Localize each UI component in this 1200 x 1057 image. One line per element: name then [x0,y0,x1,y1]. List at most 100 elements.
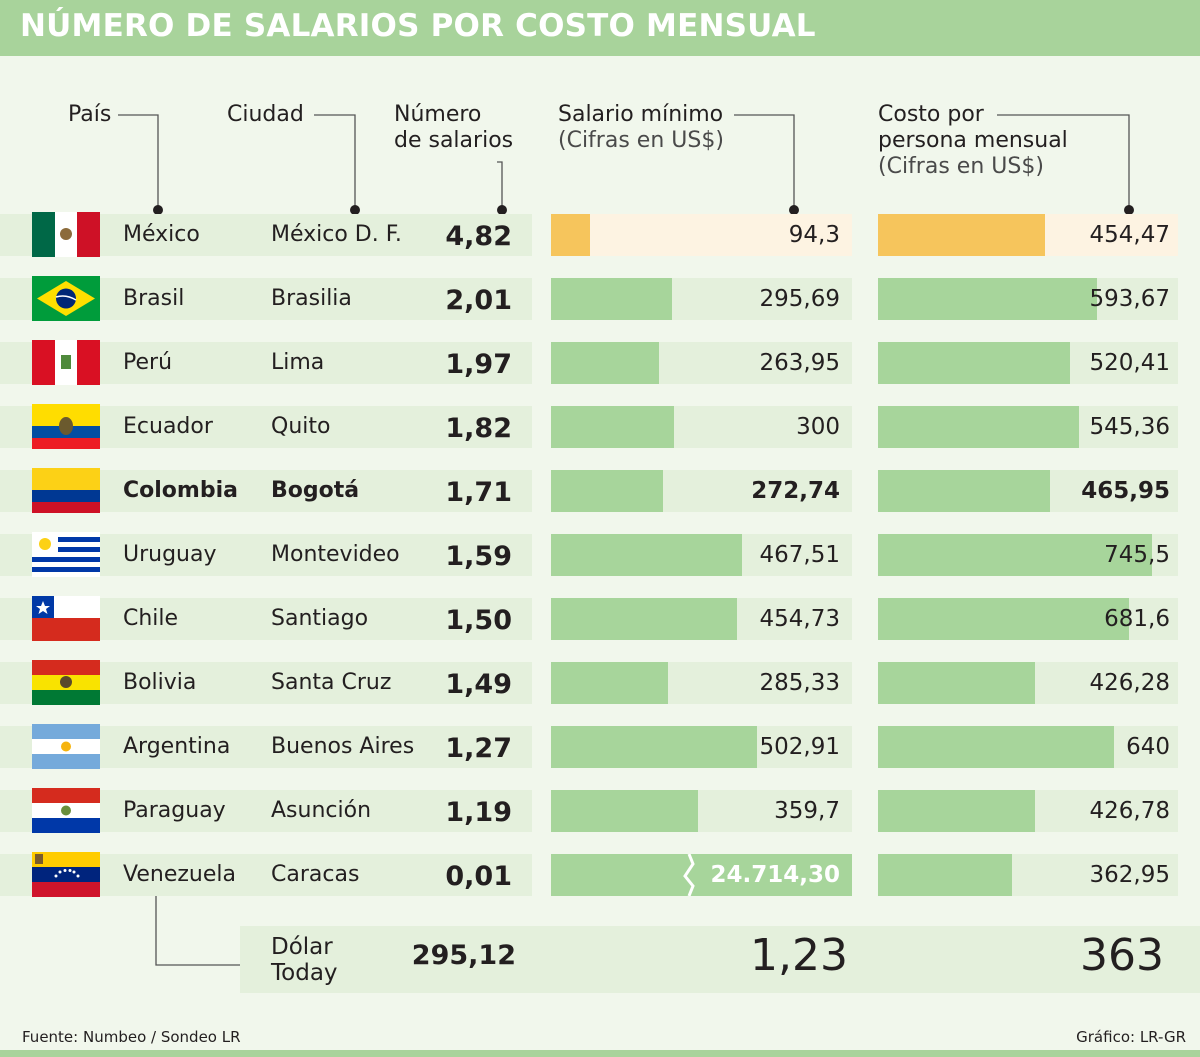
dollar-today-label: Dólar Today [271,934,338,986]
city-label: Santiago [271,606,369,631]
header-salario-line2: (Cifras en US$) [558,128,724,153]
salario-bar [551,342,660,384]
costo-bar [878,406,1079,448]
costo-bar [878,726,1114,768]
salario-bar [551,790,699,832]
numero-salarios-value: 0,01 [445,861,512,892]
leader-dot-ciudad [350,205,360,215]
dollar-today-line1: Dólar [271,934,333,960]
header-numero-line2: de salarios [394,128,514,153]
dollar-today-line2: Today [271,960,338,986]
dollar-today-value3: 363 [1080,930,1164,981]
costo-value: 545,36 [1089,414,1170,440]
salario-value: 454,73 [759,606,840,632]
header-ciudad: Ciudad [227,102,304,127]
numero-salarios-value: 4,82 [445,221,512,252]
title-bar: NÚMERO DE SALARIOS POR COSTO MENSUAL [0,0,1200,56]
costo-bar [878,598,1129,640]
salario-value: 359,7 [774,798,840,824]
header-costo-line2: persona mensual [878,128,1068,153]
header-costo-line3: (Cifras en US$) [878,154,1044,179]
country-label: Bolivia [123,670,197,695]
numero-salarios-value: 1,19 [445,797,512,828]
costo-value: 681,6 [1104,606,1170,632]
dollar-today-value2: 1,23 [750,930,848,981]
salario-value: 285,33 [759,670,840,696]
country-label: México [123,222,200,247]
city-label: Bogotá [271,478,360,503]
country-label: Paraguay [123,798,226,823]
dollar-today-value1: 295,12 [411,940,516,971]
numero-salarios-value: 1,71 [445,477,512,508]
numero-salarios-value: 1,97 [445,349,512,380]
city-label: Lima [271,350,325,375]
country-label: Chile [123,606,179,631]
salario-value: 502,91 [759,734,840,760]
salario-bar-bg [551,214,852,256]
numero-salarios-value: 2,01 [445,285,512,316]
footer-source: Fuente: Numbeo / Sondeo LR [22,1028,241,1046]
salario-bar [551,726,757,768]
header-costo-line1: Costo por [878,102,984,127]
country-label: Uruguay [123,542,217,567]
salario-bar [551,534,743,576]
flag-ecuador-icon [32,404,100,449]
header-salario-line1: Salario mínimo [558,102,724,127]
city-label: Montevideo [271,542,400,567]
numero-salarios-value: 1,50 [445,605,512,636]
salario-value: 263,95 [759,350,840,376]
costo-bar [878,470,1050,512]
salario-bar [551,470,663,512]
flag-paraguay-icon [32,788,100,833]
flag-uruguay-icon [32,532,100,577]
flag-argentina-icon [32,724,100,769]
leader-dot-costo [1124,205,1134,215]
flag-chile-icon [32,596,100,641]
salario-bar [551,214,590,256]
header-salario: Salario mínimo (Cifras en US$) [558,102,724,154]
costo-value: 362,95 [1089,862,1170,888]
country-label: Ecuador [123,414,213,439]
numero-salarios-value: 1,59 [445,541,512,572]
salario-value: 94,3 [788,222,840,248]
city-label: Caracas [271,862,360,887]
flag-mexico-icon [32,212,100,257]
salario-value: 272,74 [751,478,840,504]
city-label: Asunción [271,798,372,823]
costo-bar [878,662,1035,704]
salario-bar [551,598,738,640]
numero-salarios-value: 1,82 [445,413,512,444]
leader-dot-pais [153,205,163,215]
city-label: Brasilia [271,286,352,311]
numero-salarios-value: 1,27 [445,733,512,764]
flag-venezuela-icon [32,852,100,897]
costo-bar [878,854,1012,896]
axis-break-icon [683,854,695,896]
costo-bar [878,534,1153,576]
city-label: Santa Cruz [271,670,392,695]
header-costo: Costo por persona mensual (Cifras en US$… [878,102,1068,180]
salario-bar [551,662,668,704]
numero-salarios-value: 1,49 [445,669,512,700]
salario-value: 300 [796,414,840,440]
costo-value: 745,5 [1104,542,1170,568]
chart-title: NÚMERO DE SALARIOS POR COSTO MENSUAL [20,8,816,44]
costo-value: 520,41 [1089,350,1170,376]
salario-bar [551,854,852,896]
country-label: Colombia [123,478,238,503]
costo-bar [878,278,1097,320]
country-label: Venezuela [123,862,236,887]
salario-bar [551,406,674,448]
costo-value: 465,95 [1081,478,1170,504]
salario-value: 24.714,30 [710,862,841,888]
costo-bar [878,342,1070,384]
salario-value: 295,69 [759,286,840,312]
country-label: Brasil [123,286,185,311]
flag-peru-icon [32,340,100,385]
country-label: Argentina [123,734,231,759]
salario-value: 467,51 [759,542,840,568]
city-label: Buenos Aires [271,734,415,759]
dollar-today-box [240,926,1200,993]
leader-dot-salario [789,205,799,215]
